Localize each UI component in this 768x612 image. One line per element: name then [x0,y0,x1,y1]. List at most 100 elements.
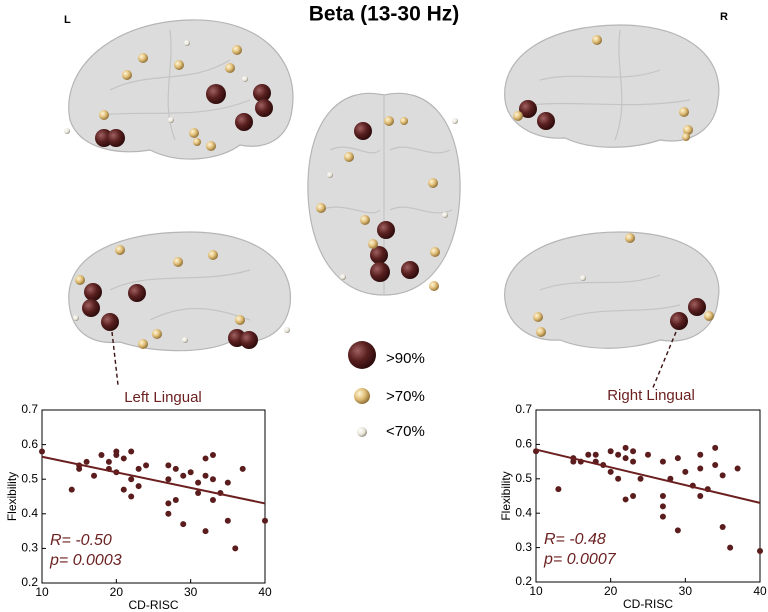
brain-right-lateral [504,24,720,148]
stat-annotation: R= -0.48 [544,531,606,548]
scatter-point [239,465,246,472]
scatter-point [630,458,637,465]
scatter-point [180,521,187,528]
scatter-point [39,448,45,455]
scatter-point [585,451,592,458]
scatter-point [630,493,637,499]
scatter-point [135,465,142,472]
fit-line [535,448,761,504]
stat-annotation: p= 0.0003 [49,552,122,569]
x-tick-label: 20 [110,585,124,599]
y-tick-label: 0.6 [515,437,532,451]
y-axis-label: Flexibility [499,471,513,520]
scatter-point [224,517,231,524]
scatter-point [209,496,216,503]
scatter-point [128,493,135,500]
scatter-point [659,493,666,499]
scatter-point [622,455,629,462]
scatter-point [165,462,172,469]
y-tick-label: 0.2 [515,574,532,588]
y-axis-label: Flexibility [5,472,19,521]
scatter-point [637,475,644,482]
x-tick-label: 30 [184,585,198,599]
scatter-point [622,496,629,503]
scatter-point [615,475,622,482]
scatter-point [120,486,127,493]
x-tick-label: 40 [258,585,272,599]
scatter-point [734,465,741,472]
plot-frame [535,409,761,583]
x-tick-label: 10 [529,584,543,598]
scatter-point [659,503,666,510]
x-tick-label: 10 [35,585,49,599]
scatter-point [202,455,209,462]
scatter-point [172,465,179,472]
y-tick-label: 0.3 [515,540,532,554]
scatter-point [592,451,599,458]
scatter-point [165,510,172,517]
scatter-point [622,444,629,451]
scatter-point [68,486,75,493]
scatter-point [91,472,98,479]
fit-line [41,455,266,505]
legend-swatch [354,388,370,404]
y-tick-label: 0.4 [515,505,532,519]
scatter-point [202,472,209,479]
y-tick-label: 0.5 [515,471,532,485]
scatter-point [195,490,202,497]
scatter-point [757,548,763,555]
x-axis-label: CD-RISC [623,597,673,611]
scatter-point [113,448,120,455]
scatter-point [630,448,637,455]
y-tick-label: 0.3 [21,541,38,555]
figure-title: Beta (13-30 Hz) [309,3,460,26]
scatter-point [232,545,239,552]
scatter-point [120,455,127,462]
scatter-point [697,493,704,499]
legend-swatch [357,427,367,437]
scatter-point [165,476,172,483]
scatter-point [697,465,704,472]
scatter-point [659,458,666,465]
scatter-point [224,479,231,486]
x-tick-label: 40 [753,584,767,598]
plot-frame [41,409,266,584]
callout-line [651,331,677,391]
scatter-point [719,523,726,530]
hemisphere-label: L [64,14,71,26]
stat-annotation: R= -0.50 [50,532,112,549]
scatter-point [180,472,187,479]
scatter-point [172,496,179,503]
scatter-point [607,448,614,455]
scatter-point [83,458,90,465]
scatter-point [674,455,681,462]
scatter-point [659,513,666,520]
scatter-point [165,500,172,507]
brain-dorsal [307,92,461,296]
scatter-point [209,476,216,483]
scatter-point [128,476,135,483]
y-tick-label: 0.5 [21,471,38,485]
brain-left-lateral [64,19,294,160]
stat-annotation: p= 0.0007 [543,551,617,568]
legend-swatch [348,341,376,369]
scatter-point [712,444,719,451]
scatter-point [645,451,651,458]
scatter-point [105,458,112,465]
brain-left-medial [68,231,292,352]
scatter-point [682,468,689,475]
plots: 0.2 0.3 0.4 0.5 0.6 0.7 10 20 30 40 CD-RISC Flexibi… [5,402,767,612]
scatter-point [697,451,704,458]
y-tick-label: 0.4 [21,506,38,520]
scatter-point [727,544,734,551]
brain-right-medial [504,231,720,349]
scatter-point [262,517,268,524]
scatter-point [98,451,105,458]
annotation: Right Lingual [607,387,695,404]
y-tick-label: 0.2 [21,575,38,589]
scatter-point [615,451,622,458]
y-tick-label: 0.7 [515,402,532,416]
scatter-point [719,472,726,479]
x-tick-label: 30 [679,584,693,598]
y-tick-label: 0.6 [21,437,38,451]
